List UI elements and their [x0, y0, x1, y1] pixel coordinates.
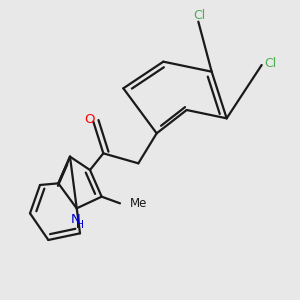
Text: Me: Me	[130, 197, 147, 210]
Text: Cl: Cl	[194, 9, 206, 22]
Text: N: N	[70, 213, 80, 226]
Text: O: O	[85, 113, 95, 126]
Text: H: H	[76, 220, 84, 230]
Text: Cl: Cl	[265, 57, 277, 70]
